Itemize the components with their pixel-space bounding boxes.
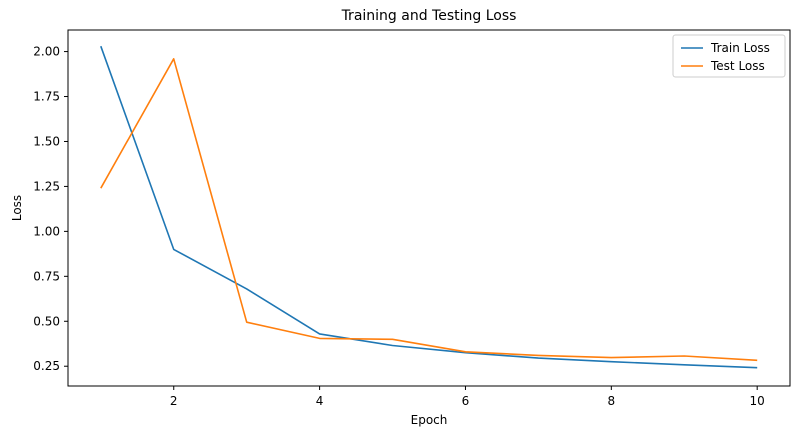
y-tick-label: 1.25 <box>33 179 60 193</box>
y-axis-label: Loss <box>10 195 24 221</box>
x-axis: 2 4 6 8 10 <box>170 386 765 408</box>
legend-label-0: Train Loss <box>710 41 770 55</box>
plot-frame <box>67 29 791 387</box>
legend-label-1: Test Loss <box>710 59 765 73</box>
y-tick-label: 1.50 <box>33 134 60 148</box>
legend: Train Loss Test Loss <box>672 34 786 78</box>
plot-area <box>67 29 791 387</box>
y-axis: 0.25 0.50 0.75 1.00 1.25 1.50 1.75 2.00 <box>33 45 68 373</box>
x-tick-label: 4 <box>316 394 324 408</box>
x-axis-label: Epoch <box>411 413 448 427</box>
x-tick-label: 2 <box>170 394 178 408</box>
x-tick-label: 8 <box>608 394 616 408</box>
y-tick-label: 0.75 <box>33 269 60 283</box>
y-tick-label: 1.75 <box>33 90 60 104</box>
y-tick-label: 2.00 <box>33 45 60 59</box>
chart-title: Training and Testing Loss <box>341 8 517 24</box>
x-tick-label: 6 <box>462 394 470 408</box>
series-lines <box>100 45 758 369</box>
y-tick-label: 1.00 <box>33 224 60 238</box>
x-tick-label: 10 <box>750 394 765 408</box>
y-tick-label: 0.50 <box>33 314 60 328</box>
series-line-0 <box>100 45 758 369</box>
series-line-1 <box>100 57 758 362</box>
y-tick-label: 0.25 <box>33 359 60 373</box>
